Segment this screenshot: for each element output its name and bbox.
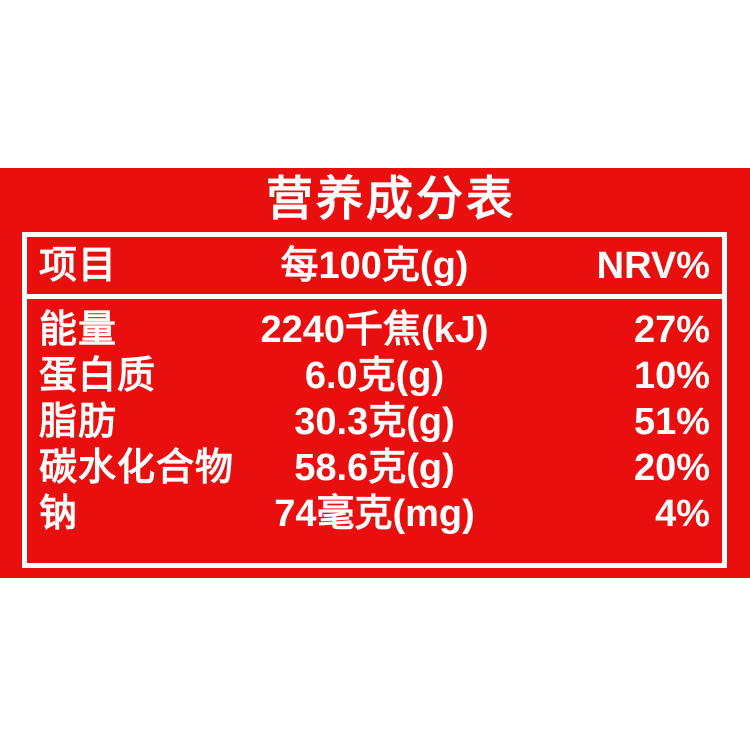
header-nrv-percent: NRV% [596,244,710,287]
row-amount: 74毫克(mg) [274,493,475,535]
row-nrv-value: 27% [633,309,710,351]
row-item-label: 碳水化合物 [39,447,235,489]
table-row-sodium: 钠 74毫克(mg) 4% [27,491,722,537]
table-row-fat: 脂肪 30.3克(g) 51% [27,399,722,445]
row-amount: 2240千焦(kJ) [260,309,489,351]
row-nrv-value: 4% [655,493,710,535]
table-row-energy: 能量 2240千焦(kJ) 27% [27,307,722,353]
nutrition-table-title: 营养成分表 [266,172,516,225]
row-amount: 6.0克(g) [304,355,445,397]
table-row-carbohydrate: 碳水化合物 58.6克(g) 20% [27,445,722,491]
row-nrv-value: 20% [633,447,710,489]
header-item: 项目 [39,244,118,287]
nutrition-table: 项目 每100克(g) NRV% 能量 2240千焦(kJ) 27% 蛋白质 6… [22,232,727,568]
table-row-protein: 蛋白质 6.0克(g) 10% [27,353,722,399]
row-nrv-value: 10% [633,355,710,397]
row-item-label: 能量 [39,309,118,351]
table-header-row: 项目 每100克(g) NRV% [27,237,722,299]
row-amount: 30.3克(g) [294,401,455,443]
header-per-100g: 每100克(g) [280,244,469,287]
row-nrv-value: 51% [633,401,710,443]
row-item-label: 钠 [39,493,79,535]
row-item-label: 蛋白质 [39,355,157,397]
row-amount: 58.6克(g) [294,447,455,489]
table-body: 能量 2240千焦(kJ) 27% 蛋白质 6.0克(g) 10% 脂肪 30.… [27,299,722,537]
nutrition-panel: 营养成分表 项目 每100克(g) NRV% 能量 2240千焦(kJ) 27%… [0,168,750,578]
row-item-label: 脂肪 [39,401,118,443]
